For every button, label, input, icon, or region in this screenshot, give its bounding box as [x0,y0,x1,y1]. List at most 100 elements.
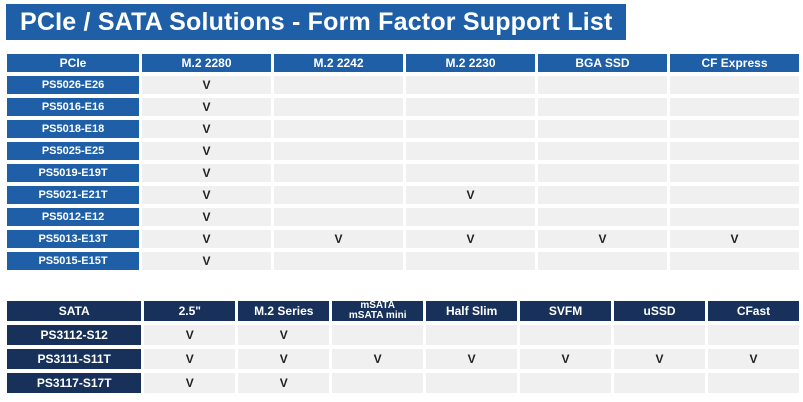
sata-header-category: SATA [7,301,142,321]
pcie-support-cell [274,164,403,182]
pcie-support-cell [537,164,667,182]
pcie-row-label: PS5016-E16 [7,98,140,116]
pcie-support-cell: V [142,164,272,182]
pcie-header-category: PCIe [7,54,140,72]
sata-support-cell [426,325,518,345]
page-title: PCIe / SATA Solutions - Form Factor Supp… [20,8,613,36]
pcie-support-cell: V [537,230,667,248]
sata-support-table: SATA 2.5" M.2 Series mSATA mSATA mini Ha… [4,297,802,397]
pcie-support-cell: V [142,98,272,116]
sata-support-cell: V [144,325,236,345]
pcie-row-label: PS5025-E25 [7,142,140,160]
pcie-support-cell [274,186,403,204]
sata-header-m2-series: M.2 Series [238,301,330,321]
pcie-row-label: PS5015-E15T [7,252,140,270]
sata-support-cell [707,373,799,393]
sata-header-2-5: 2.5" [144,301,236,321]
sata-row-label: PS3111-S11T [7,349,142,369]
pcie-support-cell [406,164,535,182]
pcie-row: PS5019-E19T V [7,164,799,182]
sata-row: PS3117-S17T V V [7,373,799,393]
pcie-row-label: PS5026-E26 [7,76,140,94]
sata-support-cell: V [144,349,236,369]
pcie-support-cell [669,164,799,182]
pcie-support-cell [406,142,535,160]
pcie-support-cell [537,120,667,138]
sata-header-half-slim: Half Slim [426,301,518,321]
sata-support-cell [614,373,705,393]
pcie-support-cell [406,252,535,270]
sata-row-label: PS3112-S12 [7,325,142,345]
pcie-support-cell [537,252,667,270]
sata-support-cell: V [426,349,518,369]
sata-support-cell [707,325,799,345]
pcie-support-cell: V [406,186,535,204]
sata-header-cfast: CFast [707,301,799,321]
pcie-support-table: PCIe M.2 2280 M.2 2242 M.2 2230 BGA SSD … [4,50,802,274]
pcie-support-cell [537,76,667,94]
sata-support-cell [520,373,612,393]
sata-support-cell [332,373,424,393]
pcie-support-cell [669,98,799,116]
sata-support-cell: V [707,349,799,369]
pcie-support-cell: V [274,230,403,248]
sata-header-row: SATA 2.5" M.2 Series mSATA mSATA mini Ha… [7,301,799,321]
sata-header-svfm: SVFM [520,301,612,321]
pcie-support-cell: V [142,120,272,138]
pcie-support-cell [274,208,403,226]
pcie-support-cell [537,98,667,116]
pcie-support-cell [406,208,535,226]
pcie-support-cell [406,98,535,116]
pcie-support-cell: V [669,230,799,248]
sata-support-cell: V [238,349,330,369]
sata-header-msata-label: mSATA [360,301,395,311]
pcie-header-cf-express: CF Express [669,54,799,72]
sata-row-label: PS3117-S17T [7,373,142,393]
pcie-support-cell [537,186,667,204]
sata-support-cell [520,325,612,345]
sata-support-cell: V [144,373,236,393]
pcie-support-cell [274,252,403,270]
pcie-row: PS5012-E12 V [7,208,799,226]
sata-header-msata-mini-label: mSATA mini [348,310,407,321]
pcie-support-cell: V [142,208,272,226]
pcie-support-cell [669,120,799,138]
pcie-support-cell [537,142,667,160]
pcie-header-bga-ssd: BGA SSD [537,54,667,72]
pcie-support-cell [669,142,799,160]
pcie-support-cell [274,120,403,138]
pcie-row-label: PS5021-E21T [7,186,140,204]
sata-support-cell: V [332,349,424,369]
pcie-row: PS5016-E16 V [7,98,799,116]
sata-row: PS3111-S11T V V V V V V V [7,349,799,369]
pcie-support-cell: V [142,186,272,204]
title-banner: PCIe / SATA Solutions - Form Factor Supp… [6,4,626,40]
pcie-support-cell: V [142,142,272,160]
pcie-support-cell [669,208,799,226]
pcie-support-cell: V [406,230,535,248]
pcie-row-label: PS5019-E19T [7,164,140,182]
sata-support-cell: V [520,349,612,369]
pcie-row: PS5018-E18 V [7,120,799,138]
pcie-header-m2-2230: M.2 2230 [406,54,535,72]
pcie-row-label: PS5018-E18 [7,120,140,138]
sata-row: PS3112-S12 V V [7,325,799,345]
pcie-support-cell [669,252,799,270]
sata-support-cell: V [238,373,330,393]
pcie-row: PS5013-E13T V V V V V [7,230,799,248]
pcie-support-cell [537,208,667,226]
sata-support-cell [332,325,424,345]
pcie-support-cell [274,76,403,94]
pcie-support-cell [274,142,403,160]
pcie-row: PS5025-E25 V [7,142,799,160]
pcie-row: PS5015-E15T V [7,252,799,270]
pcie-support-cell: V [142,230,272,248]
pcie-row-label: PS5012-E12 [7,208,140,226]
pcie-support-cell [669,186,799,204]
pcie-support-cell: V [142,76,272,94]
pcie-support-cell [406,76,535,94]
pcie-header-m2-2242: M.2 2242 [274,54,403,72]
pcie-row: PS5026-E26 V [7,76,799,94]
pcie-header-m2-2280: M.2 2280 [142,54,272,72]
sata-support-cell: V [238,325,330,345]
